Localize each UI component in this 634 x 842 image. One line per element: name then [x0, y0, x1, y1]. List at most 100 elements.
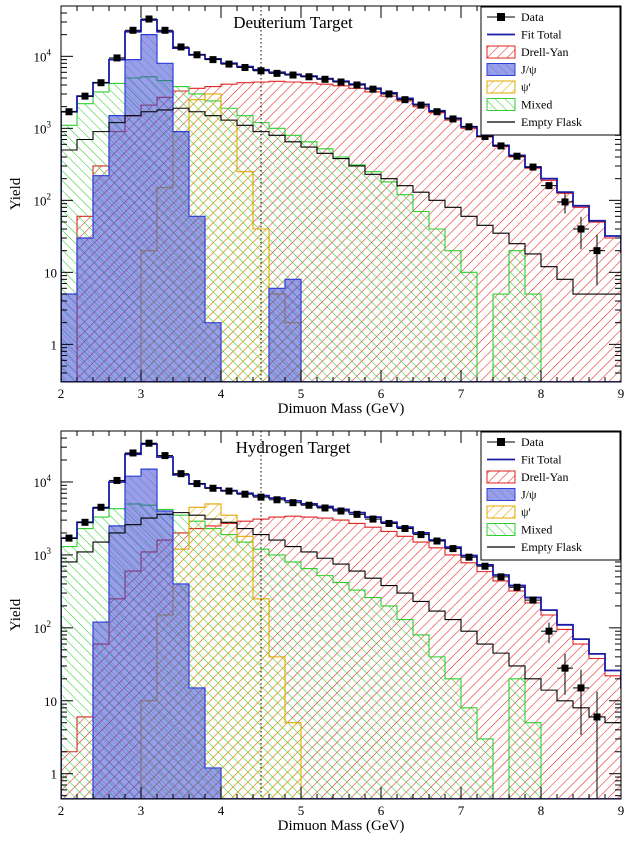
legend-label: Empty Flask	[521, 540, 582, 554]
x-axis: 2 3 4 5 6 7 8 9 Dimuon Mass (GeV)	[58, 6, 624, 417]
plot-area	[61, 431, 621, 799]
x-tick-label: 7	[458, 803, 465, 818]
data-point	[545, 182, 553, 190]
legend-label: Mixed	[521, 98, 552, 112]
data-point	[113, 54, 121, 62]
y-tick-base: 10	[34, 49, 47, 64]
data-point	[305, 73, 313, 81]
data-point	[241, 63, 249, 71]
x-tick-label: 3	[138, 803, 145, 818]
x-tick-label: 9	[618, 803, 625, 818]
y-tick-base: 10	[34, 621, 47, 636]
chart-title: Hydrogen Target	[236, 438, 351, 457]
data-point	[81, 518, 89, 526]
data-point	[225, 487, 233, 495]
data-point	[209, 56, 217, 64]
y-tick-label: 103	[34, 546, 52, 563]
data-point	[353, 81, 361, 89]
y-tick-exponent: 2	[47, 191, 52, 201]
legend-swatch-fill	[486, 470, 516, 484]
data-point	[465, 553, 473, 561]
data-point	[289, 499, 297, 507]
data-point	[257, 493, 265, 501]
data-point	[481, 562, 489, 570]
legend-label: Drell-Yan	[521, 470, 568, 484]
y-tick-base: 10	[34, 548, 47, 563]
legend-label: Data	[521, 435, 544, 449]
data-point	[529, 163, 537, 171]
y-tick-exponent: 3	[47, 546, 52, 556]
empty-flask-histogram	[61, 107, 621, 382]
data-point	[417, 101, 425, 109]
data-point	[433, 537, 441, 545]
plot-area	[61, 6, 621, 382]
y-tick-label: 102	[34, 191, 52, 208]
y-tick-label: 103	[34, 119, 52, 136]
data-point	[369, 515, 377, 523]
y-tick-label: 1	[51, 337, 58, 352]
data-point	[161, 452, 169, 460]
data-point	[65, 108, 73, 116]
data-point	[449, 545, 457, 553]
data-point	[97, 79, 105, 87]
legend-swatch-fill	[486, 63, 516, 76]
x-tick-label: 6	[378, 803, 385, 818]
legend-label: Empty Flask	[521, 115, 582, 129]
data-point	[577, 684, 585, 692]
data-point	[481, 133, 489, 141]
jpsi-histogram	[61, 468, 621, 799]
data-point	[129, 449, 137, 457]
y-tick-exponent: 2	[47, 619, 52, 629]
data-point	[401, 96, 409, 104]
y-tick-base: 10	[34, 475, 47, 490]
x-tick-label: 8	[538, 803, 545, 818]
data-point	[129, 26, 137, 34]
legend-swatch-fill	[486, 488, 516, 501]
y-tick-exponent: 4	[47, 47, 52, 57]
data-point	[177, 43, 185, 51]
data-point	[305, 501, 313, 509]
data-point	[561, 198, 569, 206]
y-tick-label: 1	[51, 767, 58, 782]
y-axis-label: Yield	[8, 177, 24, 210]
legend-swatch-marker	[497, 438, 505, 446]
y-tick-label: 10	[44, 694, 57, 709]
data-point	[161, 26, 169, 34]
y-tick-exponent: 3	[47, 119, 52, 129]
data-point	[401, 525, 409, 533]
y-tick-label: 102	[34, 619, 52, 636]
plot-frame	[60, 430, 622, 800]
x-tick-label: 2	[58, 386, 65, 401]
data-point	[497, 573, 505, 581]
data-point	[545, 627, 553, 635]
data-point	[577, 225, 585, 233]
data-point	[417, 531, 425, 539]
data-points	[61, 15, 605, 286]
legend: Data Fit Total Drell-Yan J/ψ ψ' Mixed Empty Fl…	[480, 6, 621, 136]
y-axis-label: Yield	[8, 598, 24, 631]
data-point	[593, 713, 601, 721]
data-point	[465, 123, 473, 131]
x-tick-label: 5	[298, 803, 305, 818]
data-point	[353, 510, 361, 518]
data-point	[593, 247, 601, 255]
data-point	[369, 85, 377, 93]
x-tick-label: 5	[298, 386, 305, 401]
x-axis-label: Dimuon Mass (GeV)	[278, 818, 405, 834]
data-point	[81, 92, 89, 100]
y-tick-base: 10	[34, 121, 47, 136]
data-point	[321, 504, 329, 512]
data-point	[65, 534, 73, 542]
data-point	[337, 507, 345, 515]
data-point	[273, 69, 281, 77]
data-point	[97, 503, 105, 511]
legend-label: J/ψ	[521, 63, 537, 77]
x-tick-label: 6	[378, 386, 385, 401]
legend-swatch-fill	[486, 45, 516, 59]
data-point	[321, 75, 329, 83]
legend-label: Fit Total	[521, 453, 562, 467]
legend: Data Fit Total Drell-Yan J/ψ ψ' Mixed Empty Fl…	[480, 431, 621, 561]
chart-title: Deuterium Target	[233, 13, 353, 32]
